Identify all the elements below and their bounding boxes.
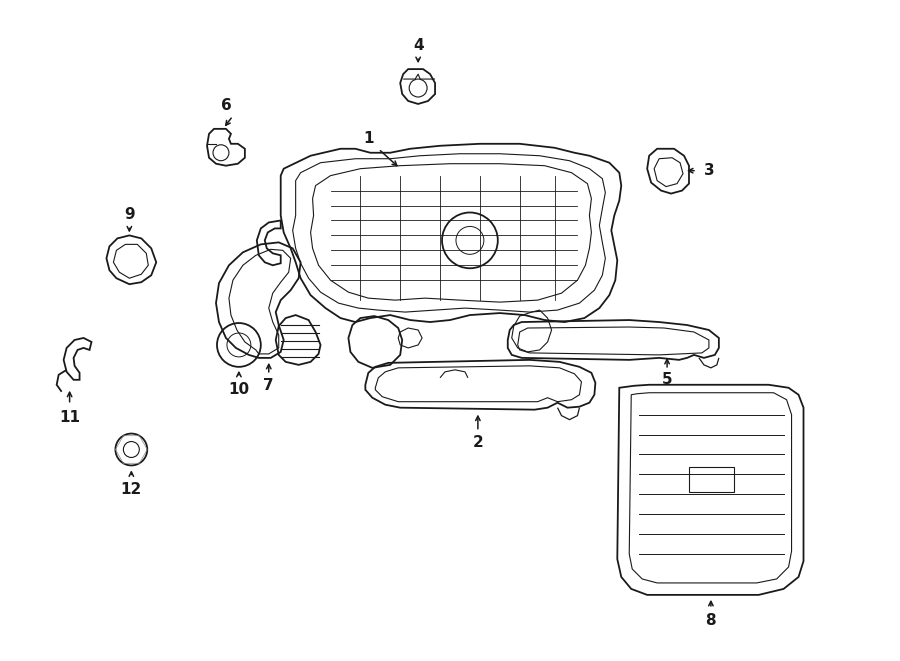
Text: 5: 5 [662, 372, 672, 387]
Bar [689, 467, 733, 492]
Text: 9: 9 [124, 207, 135, 222]
Text: 1: 1 [363, 132, 374, 146]
Text: 10: 10 [229, 382, 249, 397]
Text: 3: 3 [704, 163, 715, 178]
Text: 12: 12 [121, 482, 142, 497]
Text: 7: 7 [264, 378, 274, 393]
Text: 8: 8 [706, 613, 716, 628]
Text: 2: 2 [472, 435, 483, 450]
Text: 6: 6 [220, 98, 231, 114]
Text: 11: 11 [59, 410, 80, 425]
Text: 4: 4 [413, 38, 423, 53]
